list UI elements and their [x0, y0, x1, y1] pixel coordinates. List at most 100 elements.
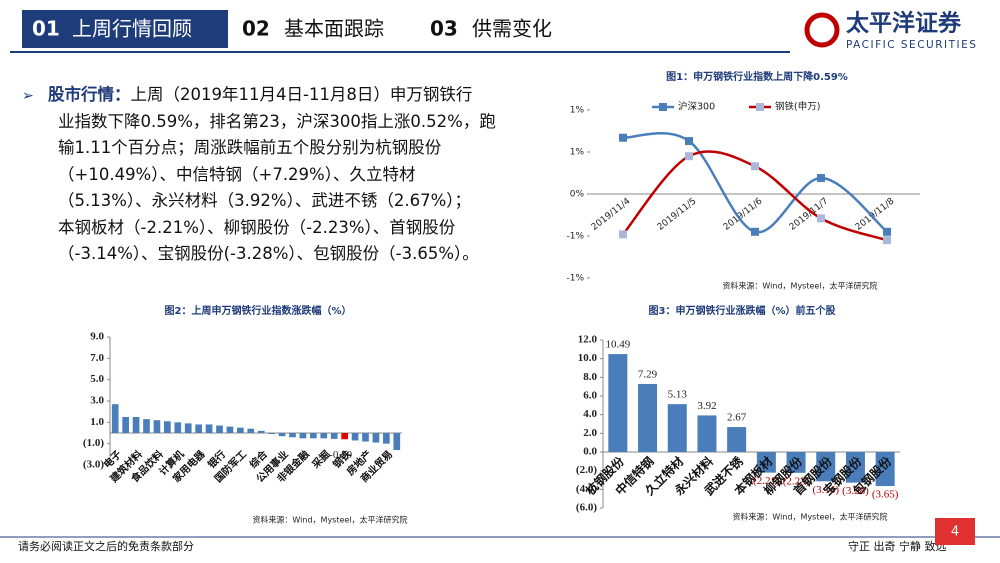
text-content: （+10.49%）、中信特钢（+7.29%）、久立特材: [58, 164, 416, 184]
value-label: 5.13: [668, 389, 688, 401]
text-label: 股市行情：: [48, 85, 131, 104]
bar: [320, 433, 328, 439]
y-tick-label: 8.0: [583, 371, 597, 383]
bar: [247, 428, 255, 433]
logo-english: PACIFIC SECURITIES: [846, 39, 977, 51]
point: [751, 227, 759, 236]
point: [883, 236, 891, 245]
y-tick-label: 9.0: [90, 331, 104, 343]
bar: [195, 424, 202, 433]
value-label: (2.21): [753, 475, 780, 487]
bar: [216, 425, 223, 433]
bar: [226, 426, 234, 433]
value-label: (3.14): [812, 484, 839, 496]
bar: [697, 415, 717, 452]
y-tick-label: 4.0: [583, 408, 597, 420]
text-content: 上周（2019年11月4日-11月8日）申万钢铁行: [130, 85, 473, 104]
chart-title: 图3：申万钢铁行业涨跌幅（%）前五个股: [649, 304, 837, 317]
y-tick-label: 1%: [570, 148, 585, 158]
y-tick-label: 12.0: [578, 334, 598, 346]
bar: [184, 423, 192, 433]
value-label: 7.29: [638, 368, 658, 380]
y-tick-label: (3.0): [83, 459, 104, 471]
point: [817, 214, 825, 223]
x-tick-label: 2019/11/4: [590, 196, 633, 232]
bar: [310, 433, 317, 439]
bar: [289, 433, 296, 438]
chart-title: 图2：上周申万钢铁行业指数涨跌幅（%）: [165, 304, 352, 317]
bar: [875, 452, 895, 487]
y-tick-label: 6.0: [583, 390, 597, 402]
text-line: （-3.14%）、宝钢股份(-3.28%）、包钢股份（-3.65%）。: [48, 241, 508, 268]
tab-active-bg: [22, 10, 228, 48]
page-box: [935, 518, 975, 545]
bar: [164, 421, 171, 433]
text-content: 本钢板材（-2.21%）、柳钢股份（-2.23%）、首钢股份: [58, 217, 456, 237]
legend-marker: [756, 103, 764, 111]
y-tick-label: 1.0: [90, 416, 104, 428]
bar: [372, 433, 380, 443]
y-tick-label: -1%: [566, 274, 584, 284]
bar: [816, 452, 836, 482]
tab-label: 供需变化: [472, 17, 552, 41]
bar: [638, 383, 658, 452]
y-tick-label: (2.0): [576, 464, 597, 476]
point: [619, 133, 627, 142]
bar: [845, 452, 865, 483]
bar: [727, 427, 747, 452]
bar: [122, 417, 129, 433]
text-content: （-3.14%）、宝钢股份(-3.28%）、包钢股份（-3.65%）。: [58, 244, 479, 263]
text-line: 输1.11个百分点；周涨跌幅前五个股分别为杭钢股份: [48, 135, 508, 162]
bar: [257, 430, 265, 433]
y-tick-label: 5.0: [90, 373, 104, 385]
value-label: (3.28): [842, 485, 869, 497]
text-line: 股市行情：上周（2019年11月4日-11月8日）申万钢铁行: [48, 82, 508, 109]
bar: [383, 433, 390, 444]
point: [751, 162, 759, 171]
value-label: (2.23): [783, 475, 810, 487]
point: [685, 152, 693, 161]
text-line: （5.13%）、永兴材料（3.92%）、武进不锈（2.67%）；: [48, 188, 508, 215]
source-note: 资料来源：Wind，Mysteel，太平洋研究院: [252, 515, 407, 525]
y-tick-label: 3.0: [90, 395, 104, 407]
y-tick-label: (1.0): [83, 437, 104, 449]
source-note: 资料来源：Wind，Mysteel，太平洋研究院: [732, 512, 887, 522]
text-line: 本钢板材（-2.21%）、柳钢股份（-2.23%）、首钢股份: [48, 215, 508, 242]
bar: [393, 433, 401, 451]
bar: [786, 452, 806, 473]
bar: [351, 433, 359, 441]
bar: [237, 427, 244, 433]
disclaimer: 请务必阅读正文之后的免责条款部分: [18, 539, 194, 553]
text-line: 业指数下降0.59%，排名第23，沪深300指上涨0.52%，跑: [48, 109, 508, 136]
legend-label: 钢铁(申万): [775, 101, 820, 113]
bar: [608, 354, 628, 452]
value-label: 10.49: [605, 339, 630, 351]
value-label: -0.59: [329, 449, 352, 461]
bar: [205, 424, 213, 433]
text-content: （5.13%）、永兴材料（3.92%）、武进不锈（2.67%）；: [58, 191, 471, 210]
x-tick-label: 2019/11/8: [854, 196, 897, 232]
legend-marker: [659, 103, 667, 111]
text-line: （+10.49%）、中信特钢（+7.29%）、久立特材: [48, 162, 508, 189]
tab-num: 01: [32, 17, 60, 41]
bar: [756, 452, 776, 473]
y-tick-label: 10.0: [578, 352, 598, 364]
paragraph: 股市行情：上周（2019年11月4日-11月8日）申万钢铁行 业指数下降0.59%…: [48, 82, 508, 268]
value-label: 2.67: [727, 412, 747, 424]
motto: 守正 出奇 宁静 致远: [848, 539, 947, 553]
page-number: 4: [951, 525, 959, 540]
text-content: 输1.11个百分点；周涨跌幅前五个股分别为杭钢股份: [58, 138, 442, 157]
bar: [341, 433, 348, 440]
bar: [143, 419, 150, 433]
bar: [153, 420, 161, 433]
bar: [330, 433, 338, 439]
bar: [362, 433, 369, 442]
logo-icon: [804, 12, 840, 48]
bar: [132, 417, 140, 433]
bar: [111, 404, 119, 433]
point: [883, 227, 891, 236]
bar: [299, 433, 307, 439]
y-tick-label: 7.0: [90, 352, 104, 364]
bar: [268, 433, 275, 435]
